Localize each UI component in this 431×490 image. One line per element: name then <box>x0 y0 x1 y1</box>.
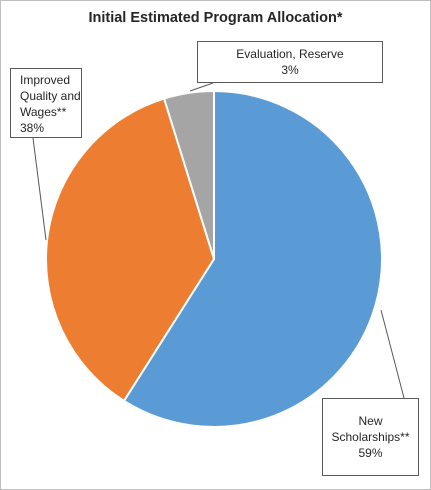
slice-value-label: 3% <box>281 63 299 77</box>
callout-new-scholarships: New Scholarships** 59% <box>322 398 419 476</box>
leader-line-new-scholarships <box>380 309 405 399</box>
callout-improved-quality: Improved Quality and Wages** 38% <box>10 68 82 138</box>
slice-value-label: 38% <box>20 121 45 135</box>
leader-line-evaluation-reserve <box>189 82 214 92</box>
slice-label-line: Scholarships** <box>331 430 410 444</box>
slice-new-scholarships <box>122 89 383 428</box>
callout-evaluation-reserve: Evaluation, Reserve 3% <box>197 41 383 83</box>
slice-label-line: New <box>358 414 383 428</box>
slice-label-line: Wages** <box>20 105 67 119</box>
chart-title: Initial Estimated Program Allocation* <box>88 10 343 26</box>
slice-label-line: Evaluation, Reserve <box>236 47 344 61</box>
slice-label-line: Improved <box>20 73 71 87</box>
leader-line-improved-quality <box>32 137 47 241</box>
slice-value-label: 59% <box>358 446 383 460</box>
slice-label-line: Quality and <box>20 89 81 103</box>
slice-evaluation-reserve <box>162 89 215 260</box>
slice-improved-quality <box>44 97 216 403</box>
